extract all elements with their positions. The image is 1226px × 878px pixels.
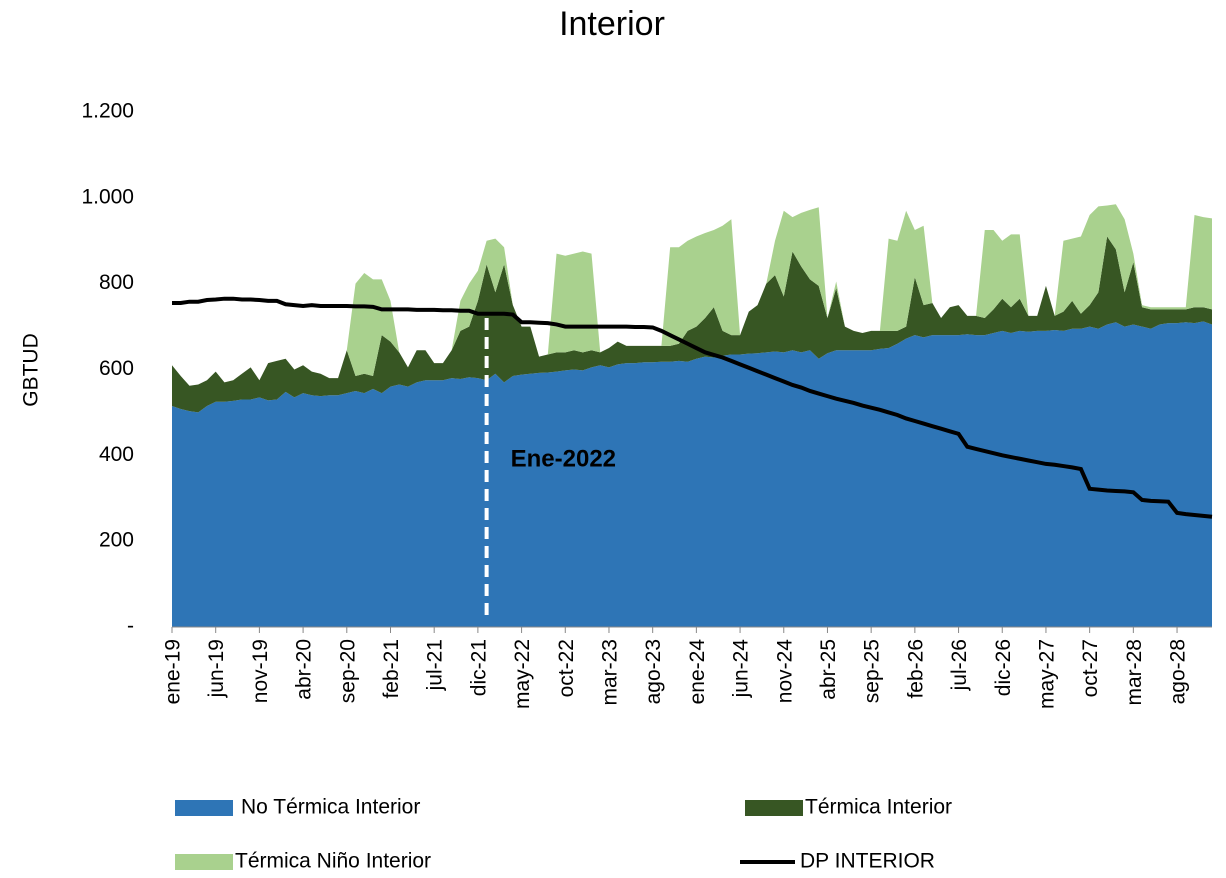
- x-tick-label: jul-26: [948, 639, 971, 691]
- y-tick-label: 800: [99, 271, 134, 294]
- x-tick-label: may-22: [511, 639, 534, 709]
- legend-swatch: [745, 800, 803, 816]
- y-axis-label: GBTUD: [20, 333, 43, 407]
- area: [172, 236, 1212, 413]
- x-tick-label: jul-21: [424, 639, 447, 691]
- x-tick-label: oct-22: [555, 639, 578, 697]
- line: [172, 296, 1213, 519]
- x-tick-label: oct-27: [1079, 639, 1102, 697]
- x-tick-label: sep-25: [861, 639, 884, 703]
- chart-title: Interior: [559, 5, 665, 43]
- y-tick-label: -: [127, 615, 134, 638]
- legend-label: Térmica Niño Interior: [235, 850, 431, 873]
- x-tick-label: feb-21: [380, 639, 403, 699]
- x-tick-label: mar-23: [599, 639, 622, 706]
- x-tick-label: nov-19: [249, 639, 272, 703]
- x-tick-label: mar-28: [1123, 639, 1146, 706]
- y-tick-label: 200: [99, 529, 134, 552]
- x-tick-label: abr-25: [817, 639, 840, 700]
- y-tick-label: 600: [99, 357, 134, 380]
- legend-label: No Térmica Interior: [241, 796, 420, 819]
- y-tick-label: 1.200: [81, 100, 134, 123]
- y-tick-label: 1.000: [81, 185, 134, 208]
- x-tick-label: ene-24: [686, 639, 709, 705]
- x-tick-label: dic-26: [992, 639, 1015, 696]
- area: [172, 204, 1212, 386]
- area: [172, 321, 1212, 627]
- legend-swatch: [175, 800, 233, 816]
- x-tick-label: ago-23: [642, 639, 665, 704]
- x-tick-label: nov-24: [773, 639, 796, 704]
- x-tick-label: abr-20: [293, 639, 316, 700]
- y-tick-label: 400: [99, 443, 134, 466]
- x-tick-label: ago-28: [1167, 639, 1190, 704]
- x-tick-label: feb-26: [904, 639, 927, 699]
- legend-swatch: [175, 854, 233, 870]
- legend-label: Térmica Interior: [805, 796, 952, 819]
- legend-label: DP INTERIOR: [800, 850, 935, 873]
- x-tick-label: sep-20: [336, 639, 359, 703]
- x-tick-label: ene-19: [162, 639, 185, 704]
- x-tick-label: jun-19: [205, 639, 228, 698]
- x-tick-label: may-27: [1035, 639, 1058, 709]
- x-tick-label: dic-21: [467, 639, 490, 696]
- annotation-text: Ene-2022: [511, 445, 616, 472]
- x-tick-label: jun-24: [730, 639, 753, 699]
